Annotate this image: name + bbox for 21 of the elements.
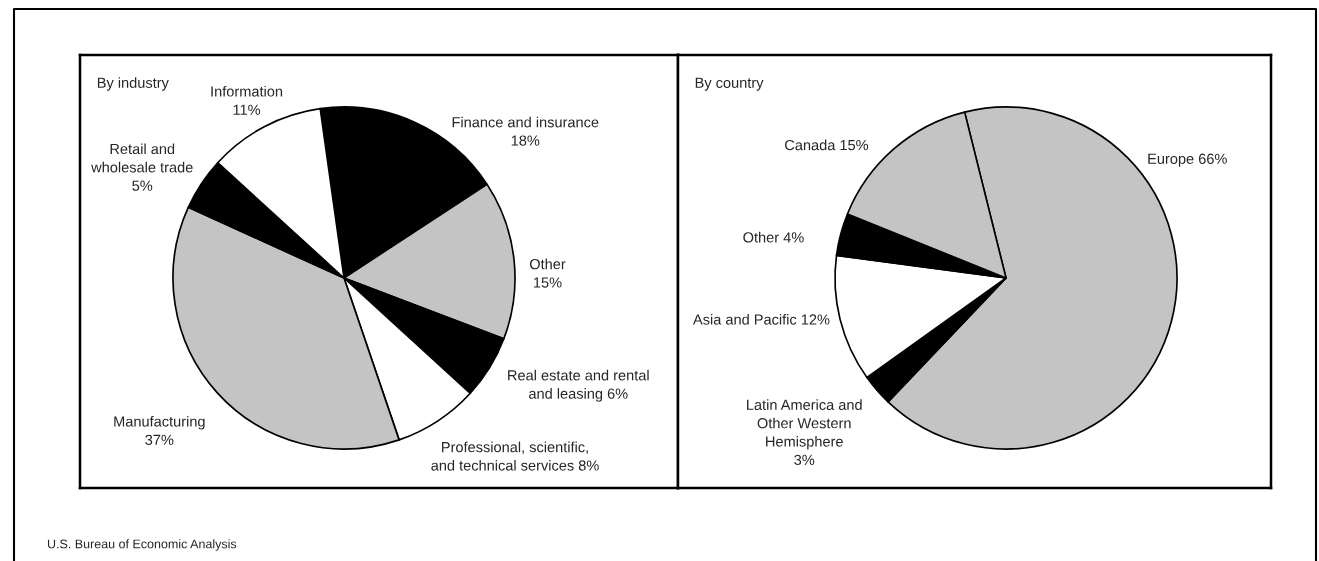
slice-label: Canada 15% (785, 139, 869, 151)
slice-label: Europe 66% (1148, 153, 1227, 167)
slice-label: Finance and insurance (452, 116, 599, 128)
slice-label: Other 4% (743, 231, 804, 243)
slice-label: Other (529, 258, 566, 270)
data-label: 5% (132, 180, 153, 191)
data-label: 11% (233, 104, 261, 115)
data-label: 18% (511, 135, 540, 146)
text: U.S. Bureau of Economic Analysis (47, 539, 237, 551)
data-label: 37% (145, 434, 174, 445)
slice-label: Real estate and rental and leasing 6% (508, 369, 649, 402)
data-label: 3% (794, 454, 815, 466)
slice-label: Asia and Pacific 12% (693, 313, 830, 325)
slice-label: Information (211, 85, 283, 97)
slice-label: Latin America and Other Western Hemisphere (747, 399, 862, 450)
slice-label: Manufacturing (114, 415, 205, 430)
slice-label: Professional, scientific, and technical services 8% (431, 441, 599, 471)
data-label: 15% (534, 277, 562, 288)
chart-title: By industry (97, 77, 169, 91)
slice-label: Retail and wholesale trade (91, 143, 193, 173)
chart-title: By country (695, 77, 764, 91)
